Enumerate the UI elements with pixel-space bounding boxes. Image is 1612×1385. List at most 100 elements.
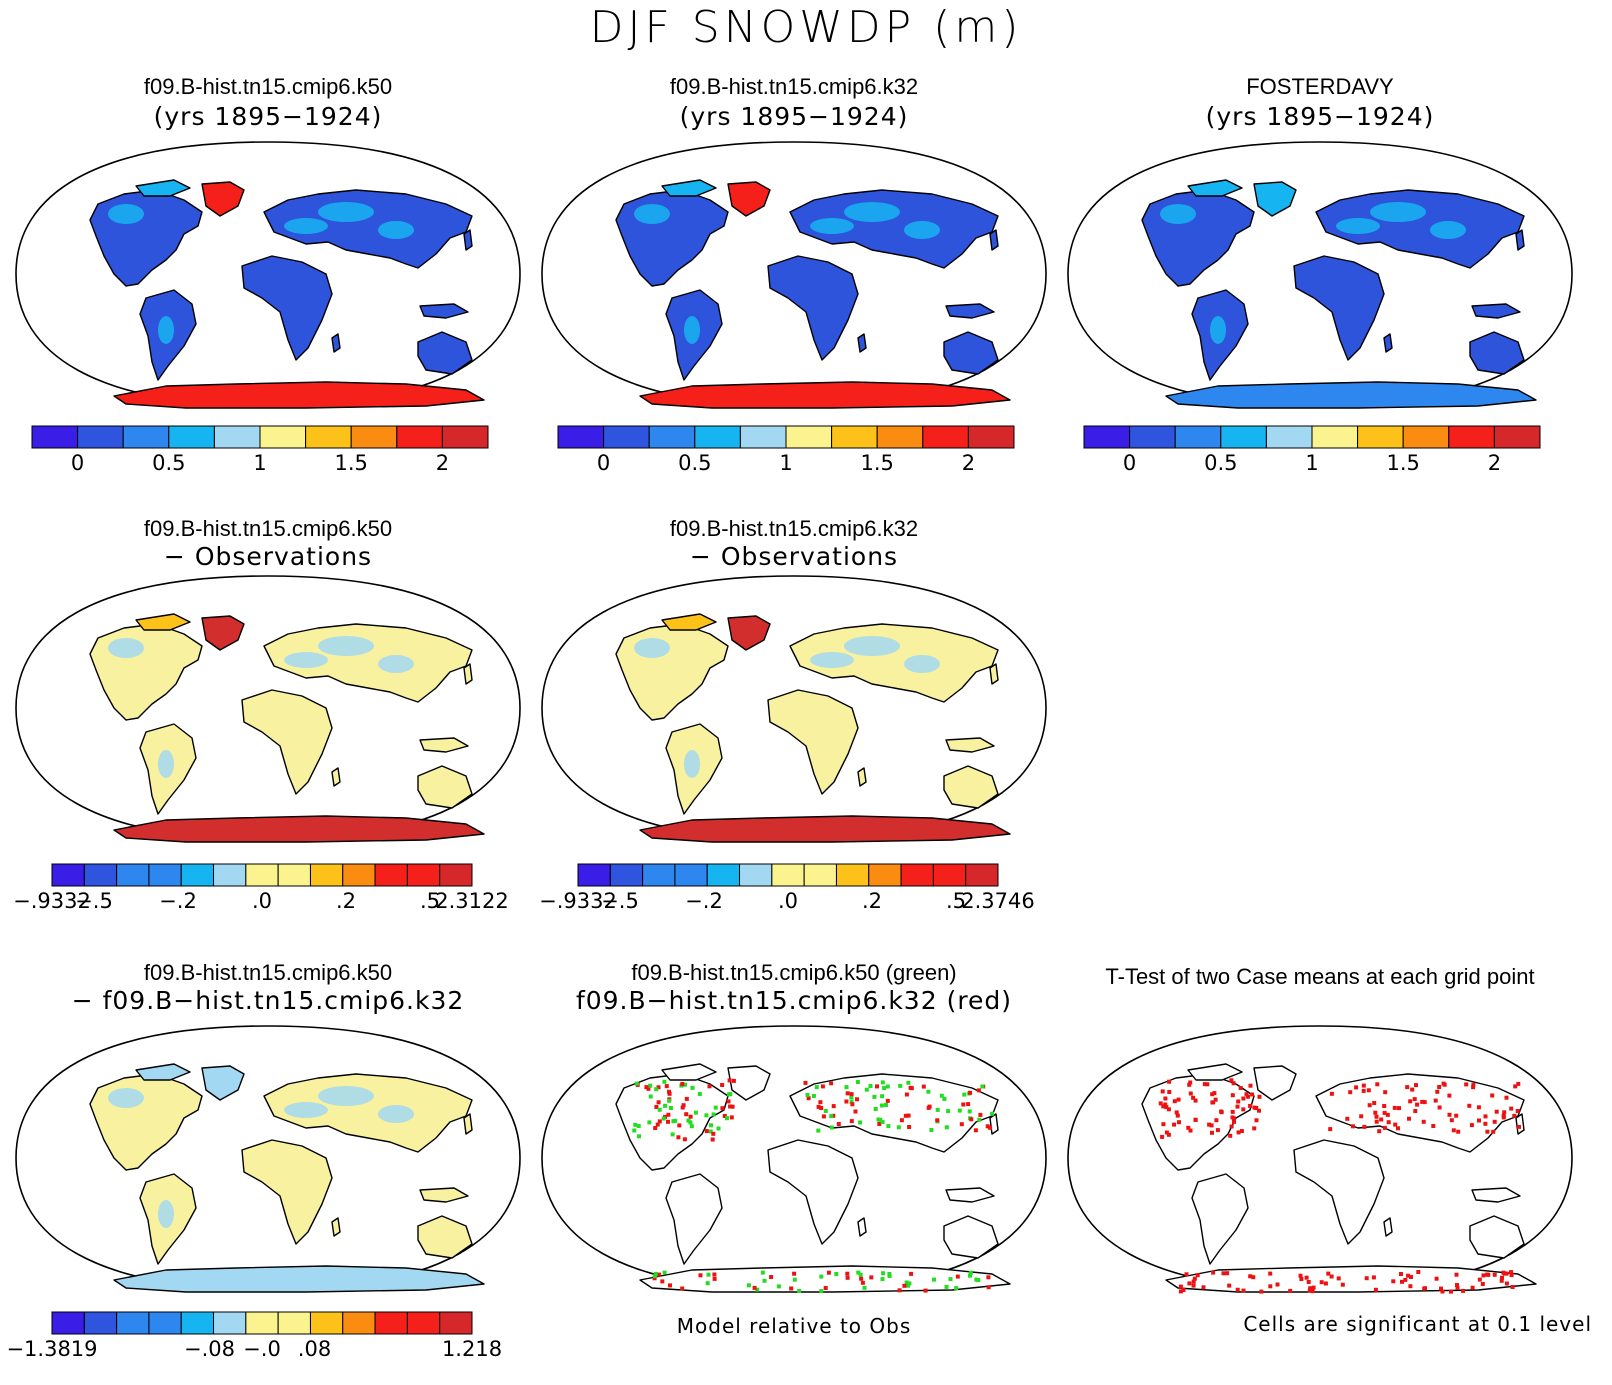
significance-cell	[1228, 1133, 1233, 1138]
landmass-australia	[417, 1215, 473, 1259]
panel-title: f09.B-hist.tn15.cmip6.k50 (green)	[631, 960, 957, 985]
world-map	[15, 575, 521, 843]
significance-cell	[1209, 1123, 1214, 1128]
significance-cell	[1336, 1276, 1341, 1281]
significance-cell	[1164, 1105, 1169, 1110]
significance-cell	[709, 1123, 713, 1128]
colorbar: −.9332−.5 −.2 .0 .2 .52.3746	[539, 863, 1035, 913]
significance-cell	[1382, 1110, 1387, 1115]
significance-cell	[811, 1094, 816, 1098]
significance-cell	[829, 1081, 834, 1086]
significance-cell	[829, 1125, 834, 1130]
field-patch	[810, 218, 854, 234]
field-patch	[1210, 316, 1226, 344]
significance-cell	[1483, 1114, 1488, 1119]
colorbar-tick-label: .5	[420, 889, 440, 913]
significance-cell	[1350, 1124, 1355, 1129]
colorbar-swatch	[648, 425, 696, 449]
colorbar-tick-label: 1.5	[1386, 451, 1419, 475]
significance-cell	[713, 1105, 718, 1110]
significance-cell	[1433, 1098, 1438, 1103]
figure-title: DJF SNOWDP (m)	[589, 2, 1023, 53]
colorbar-swatch	[1129, 425, 1176, 449]
significance-cell	[1361, 1083, 1366, 1088]
significance-cell	[1366, 1088, 1371, 1093]
significance-cell	[968, 1273, 972, 1278]
colorbar-swatch	[277, 1311, 311, 1335]
landmass-japan	[1515, 1113, 1525, 1135]
colorbar-swatch	[259, 425, 307, 449]
landmass-madagascar	[331, 767, 341, 787]
significance-cell	[855, 1097, 859, 1102]
significance-cell	[834, 1272, 839, 1276]
field-patch	[378, 221, 414, 239]
landmass-africa	[1293, 255, 1385, 361]
colorbar-swatch	[213, 1311, 247, 1335]
colorbar-tick-label: 2.3122	[435, 889, 508, 913]
significance-cell	[902, 1283, 907, 1288]
significance-cell	[1364, 1276, 1369, 1281]
field-patch	[844, 202, 900, 222]
significance-cell	[973, 1128, 978, 1133]
significance-cell	[1257, 1108, 1261, 1113]
significance-cell	[776, 1284, 781, 1289]
significance-cell	[897, 1288, 902, 1293]
landmass-japan	[1515, 229, 1525, 251]
colorbar: 0 0.5 1 1.5 2	[557, 425, 1015, 475]
significance-cell	[663, 1103, 668, 1108]
significance-cell	[1221, 1271, 1226, 1276]
significance-cell	[1298, 1273, 1303, 1278]
significance-cell	[977, 1117, 982, 1122]
significance-cell	[683, 1082, 687, 1087]
landmass-eurasia	[789, 189, 999, 269]
significance-cell	[698, 1273, 703, 1278]
significance-cell	[880, 1080, 885, 1085]
significance-cell	[1510, 1285, 1515, 1289]
colorbar-tick-label: .2	[336, 889, 356, 913]
significance-cell	[755, 1287, 760, 1292]
significance-cell	[1471, 1085, 1476, 1090]
significance-cell	[1451, 1128, 1456, 1133]
significance-cell	[648, 1083, 653, 1088]
significance-cell	[1161, 1122, 1166, 1127]
significance-cell	[1373, 1287, 1378, 1292]
significance-cell	[1480, 1282, 1485, 1286]
colorbar-swatch	[245, 1311, 279, 1335]
field-patch	[158, 316, 174, 344]
significance-cell	[1177, 1120, 1181, 1125]
field-patch	[844, 636, 900, 656]
significance-cell	[1188, 1080, 1193, 1085]
panel-subtitle: − f09.B−hist.tn15.cmip6.k32	[71, 986, 465, 1015]
significance-cell	[1485, 1129, 1490, 1134]
landmass-arctic1	[135, 179, 191, 197]
significance-cell	[1471, 1082, 1476, 1087]
significance-cell	[1405, 1085, 1410, 1090]
landmass-australia	[417, 765, 473, 809]
significance-cell	[1410, 1087, 1415, 1092]
significance-cell	[1447, 1112, 1452, 1117]
significance-cell	[909, 1271, 914, 1276]
colorbar: 0 0.5 1 1.5 2	[31, 425, 489, 475]
significance-cell	[923, 1288, 928, 1293]
significance-cell	[789, 1286, 794, 1291]
significance-cell	[1193, 1098, 1198, 1103]
significance-cell	[921, 1084, 926, 1089]
significance-cell	[1178, 1284, 1183, 1289]
significance-cell	[1239, 1129, 1244, 1133]
significance-cell	[1181, 1288, 1186, 1292]
significance-cell	[1207, 1122, 1212, 1127]
panel-relative-to-obs: f09.B-hist.tn15.cmip6.k50 (green) f09.B−…	[532, 956, 1056, 1382]
field-patch	[284, 652, 328, 668]
colorbar-tick-label: −.9332	[539, 889, 617, 913]
significance-cell	[769, 1275, 774, 1279]
significance-cell	[1215, 1128, 1220, 1133]
significance-cell	[1160, 1089, 1165, 1094]
significance-cell	[1392, 1105, 1397, 1110]
panel-title: f09.B-hist.tn15.cmip6.k32	[669, 516, 919, 541]
significance-cell	[653, 1274, 657, 1279]
significance-cell	[826, 1270, 831, 1275]
significance-cell	[1191, 1095, 1196, 1100]
significance-cell	[1431, 1124, 1436, 1128]
footnote: Model relative to Obs	[676, 1314, 912, 1338]
significance-cell	[1403, 1277, 1408, 1282]
